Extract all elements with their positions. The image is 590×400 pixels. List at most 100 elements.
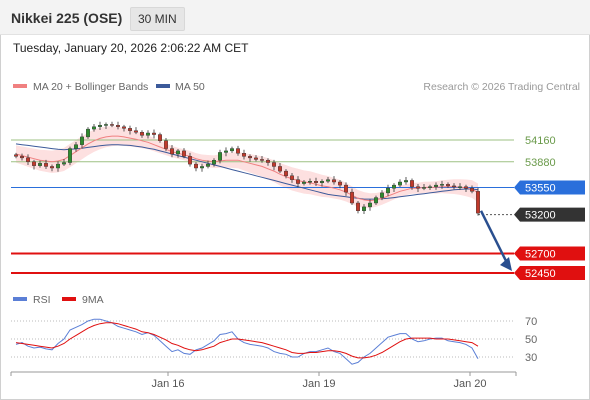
candle-body (26, 157, 31, 162)
candle-body (241, 153, 246, 157)
level-tag-52700 (514, 246, 585, 261)
ma50-legend-label: MA 50 (175, 81, 205, 93)
candle-body (73, 144, 78, 149)
candle (127, 125, 132, 135)
candle (260, 155, 265, 163)
level-label-52450: 52450 (525, 268, 556, 280)
candle (241, 149, 246, 160)
bollinger-band (16, 126, 478, 208)
candle (229, 146, 234, 153)
credit-text: Research © 2026 Trading Central (423, 81, 580, 93)
candle-body (145, 132, 150, 136)
candle (103, 122, 108, 130)
candle-body (326, 179, 331, 182)
candle-body (133, 130, 138, 133)
candle (350, 188, 355, 205)
candle (386, 184, 391, 197)
candle-body (97, 125, 102, 127)
candle (464, 184, 469, 193)
candle-body (344, 184, 349, 193)
candle-body (62, 162, 67, 165)
candle (97, 121, 102, 130)
candle (169, 145, 174, 158)
level-label-54160: 54160 (525, 135, 556, 147)
candle (223, 147, 228, 157)
candle (44, 159, 49, 170)
candle (157, 132, 162, 143)
candle-body (139, 132, 144, 136)
candle (266, 158, 271, 166)
candle-body (464, 186, 469, 189)
candle-body (20, 156, 25, 159)
candle-body (223, 150, 228, 153)
candle-body (229, 148, 234, 152)
x-tick-label: Jan 20 (453, 378, 486, 390)
timeframe-button[interactable]: 30 MIN (130, 7, 185, 31)
chart-header: Nikkei 225 (OSE) 30 MIN (0, 0, 590, 35)
candle-body (416, 186, 421, 189)
candle-body (356, 202, 361, 211)
candle (392, 183, 397, 193)
candle-body (50, 166, 55, 169)
candle (199, 163, 204, 172)
rsi-legend-label: RSI (33, 294, 51, 306)
candle-body (422, 187, 427, 189)
candle-body (452, 185, 457, 188)
candle-body (314, 181, 319, 183)
candle-body (85, 128, 90, 138)
ma50-legend-swatch (156, 84, 170, 88)
candle (85, 127, 90, 139)
candle-body (320, 181, 325, 183)
candle-body (169, 148, 174, 155)
candle-body (109, 124, 114, 126)
candle (344, 182, 349, 196)
candle (115, 121, 120, 130)
candle-body (181, 150, 186, 157)
candle (290, 173, 295, 183)
candle-body (296, 179, 301, 184)
forecast-arrow-line (479, 210, 510, 266)
candle-body (235, 148, 240, 154)
candle (272, 159, 277, 171)
candle-body (56, 163, 61, 169)
rsi-tick-70: 70 (525, 316, 537, 328)
rsi-ma-line (15, 322, 479, 359)
level-label-52700: 52700 (525, 249, 556, 261)
candle-body (398, 181, 403, 186)
candle (187, 152, 192, 167)
candle (56, 161, 61, 172)
candle (247, 154, 252, 162)
candle-body (266, 160, 271, 163)
candle (356, 201, 361, 214)
candle-body (284, 170, 289, 176)
candle-body (32, 161, 37, 166)
candle-body (380, 192, 385, 198)
candle (32, 159, 37, 170)
candle-body (434, 184, 439, 187)
candle (308, 178, 313, 185)
candle (476, 187, 481, 216)
candle (133, 127, 138, 135)
candle (404, 176, 409, 185)
level-label-53200: 53200 (525, 210, 556, 222)
candle (193, 162, 198, 172)
candle (398, 179, 403, 188)
candle-body (115, 125, 120, 127)
candle (446, 182, 451, 188)
candle (278, 162, 283, 174)
candle (139, 130, 144, 138)
candle (302, 180, 307, 186)
candle (205, 160, 210, 169)
ma20-legend-swatch (13, 84, 27, 88)
candle (434, 182, 439, 190)
candle-body (290, 175, 295, 180)
candle (332, 176, 337, 185)
rsi-ma-legend-label: 9MA (82, 294, 104, 306)
level-tag-52450 (514, 266, 585, 280)
candle-body (446, 184, 451, 187)
candle-body (302, 181, 307, 184)
candle (181, 148, 186, 159)
candle (79, 133, 84, 149)
rsi-plot: 70 50 30 (11, 316, 537, 365)
rsi-legend-swatch (13, 297, 27, 301)
